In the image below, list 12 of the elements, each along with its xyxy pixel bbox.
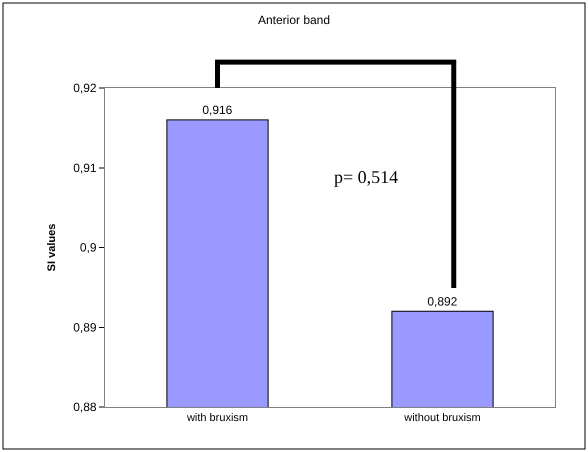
- data-label: 0,916: [202, 102, 233, 117]
- y-tick-label: 0,88: [73, 400, 97, 414]
- y-tick-label: 0,9: [80, 240, 97, 255]
- y-tick-label: 0,89: [73, 320, 97, 334]
- annotation: p= 0,514: [334, 167, 398, 187]
- y-tick-label: 0,91: [73, 160, 97, 175]
- x-tick-label: with bruxism: [186, 412, 248, 424]
- x-tick-label: without bruxism: [403, 412, 481, 424]
- data-label: 0,892: [427, 294, 458, 308]
- y-tick-label: 0,92: [73, 81, 97, 96]
- chart-title: Anterior band: [258, 13, 330, 28]
- y-axis-title: SI values: [46, 224, 58, 272]
